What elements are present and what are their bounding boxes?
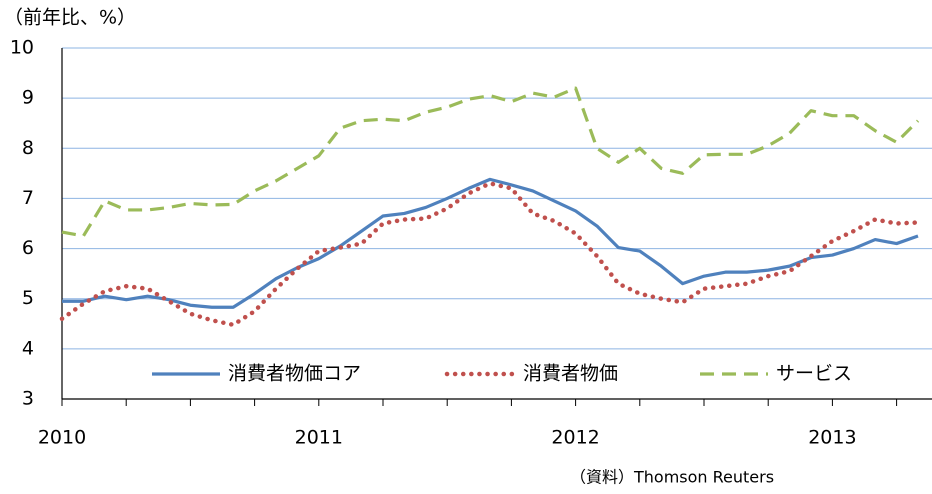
y-unit-label: （前年比、%） (4, 7, 136, 29)
y-tick-label: 8 (22, 137, 34, 159)
x-tick-label: 2012 (551, 427, 599, 449)
series-line (59, 181, 921, 328)
y-tick-label: 10 (10, 37, 34, 59)
y-tick-label: 7 (22, 187, 34, 209)
y-tick-label: 3 (22, 388, 34, 410)
legend-label: 消費者物価コア (228, 363, 361, 385)
y-tick-label: 6 (22, 237, 34, 259)
x-tick-label: 2010 (38, 427, 86, 449)
y-tick-label: 4 (22, 337, 34, 359)
x-tick-label: 2011 (295, 427, 343, 449)
x-tick-label: 2013 (808, 427, 856, 449)
series-line (61, 86, 920, 238)
source-note: （資料）Thomson Reuters (570, 468, 774, 487)
legend-label: サービス (776, 363, 852, 385)
y-tick-label: 5 (22, 287, 34, 309)
y-tick-label: 9 (22, 87, 34, 109)
legend-label: 消費者物価 (523, 363, 618, 385)
series-line (62, 177, 919, 309)
